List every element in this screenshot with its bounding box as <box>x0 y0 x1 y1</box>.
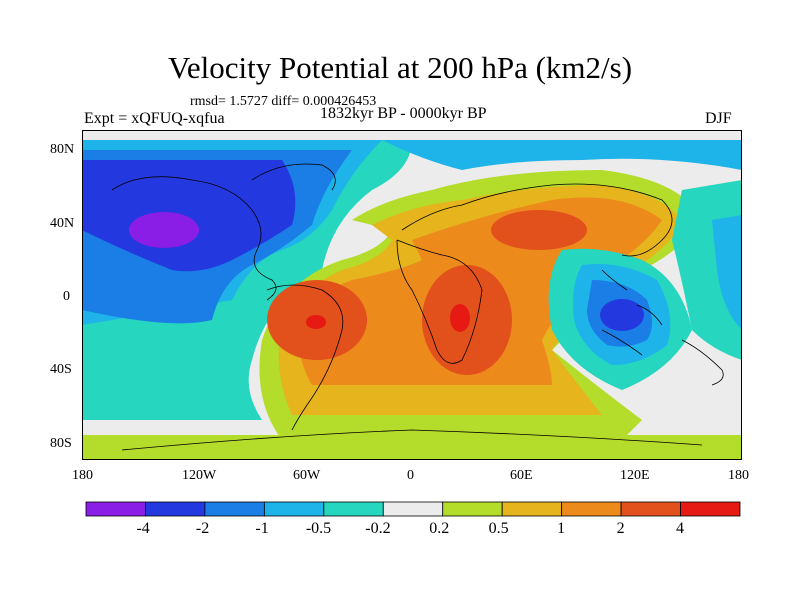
x-tick-60e: 60E <box>510 468 533 483</box>
stats-text: rmsd= 1.5727 diff= 0.000426453 <box>190 94 377 109</box>
y-tick-0: 0 <box>63 289 70 304</box>
field-darkblue-maritime <box>600 299 644 331</box>
colorbar-swatch-3 <box>263 501 325 517</box>
colorbar-label-7: 1 <box>557 520 566 537</box>
colorbar-swatch-5 <box>382 501 444 517</box>
colorbar-label-9: 4 <box>676 520 685 537</box>
field-red-samerica <box>306 315 326 329</box>
colorbar-label-0: -4 <box>136 520 150 537</box>
colorbar-swatch-10 <box>680 501 741 517</box>
colorbar-label-4: -0.2 <box>365 520 391 537</box>
colorbar-label-1: -2 <box>195 520 210 537</box>
colorbar-label-6: 0.5 <box>488 520 509 537</box>
colorbar-swatch-8 <box>561 501 622 517</box>
x-tick-180e: 180 <box>728 468 749 483</box>
field-lightblue-pacific <box>712 215 742 330</box>
colorbar-label-5: 0.2 <box>429 520 450 537</box>
field-red-africa <box>450 304 470 332</box>
colorbar-label-8: 2 <box>616 520 625 537</box>
map-frame <box>82 130 742 460</box>
colorbar-swatch-6 <box>442 501 503 517</box>
field-arctic-blue <box>382 140 742 170</box>
field-redorange-asia <box>491 210 587 250</box>
x-tick-180w: 180 <box>72 468 93 483</box>
season-label: DJF <box>705 110 732 127</box>
y-tick-40s: 40S <box>50 362 72 377</box>
colorbar-swatch-0 <box>85 501 146 517</box>
colorbar-swatch-7 <box>501 501 563 517</box>
colorbar-swatch-4 <box>323 501 384 517</box>
y-tick-80n: 80N <box>50 142 75 157</box>
colorbar-swatch-2 <box>204 501 265 517</box>
colorbar-swatch-1 <box>145 501 206 517</box>
colorbar-label-2: -1 <box>255 520 269 537</box>
x-tick-0: 0 <box>407 468 414 483</box>
x-tick-60w: 60W <box>293 468 321 483</box>
colorbar <box>85 501 741 517</box>
y-tick-80s: 80S <box>50 436 72 451</box>
x-tick-120w: 120W <box>182 468 217 483</box>
colorbar-swatch-9 <box>620 501 681 517</box>
period-label: 1832kyr BP - 0000kyr BP <box>320 105 487 122</box>
y-tick-40n: 40N <box>50 216 75 231</box>
field-purple-min <box>129 212 199 248</box>
field-darkblue-west <box>82 160 296 272</box>
x-tick-120e: 120E <box>620 468 650 483</box>
colorbar-label-3: -0.5 <box>305 520 332 537</box>
experiment-label: Expt = xQFUQ-xqfua <box>84 110 225 127</box>
field-southern-band <box>82 435 742 460</box>
map-title: Velocity Potential at 200 hPa (km2/s) <box>167 50 633 85</box>
velocity-potential-map <box>82 130 742 460</box>
coastlines <box>111 163 724 451</box>
